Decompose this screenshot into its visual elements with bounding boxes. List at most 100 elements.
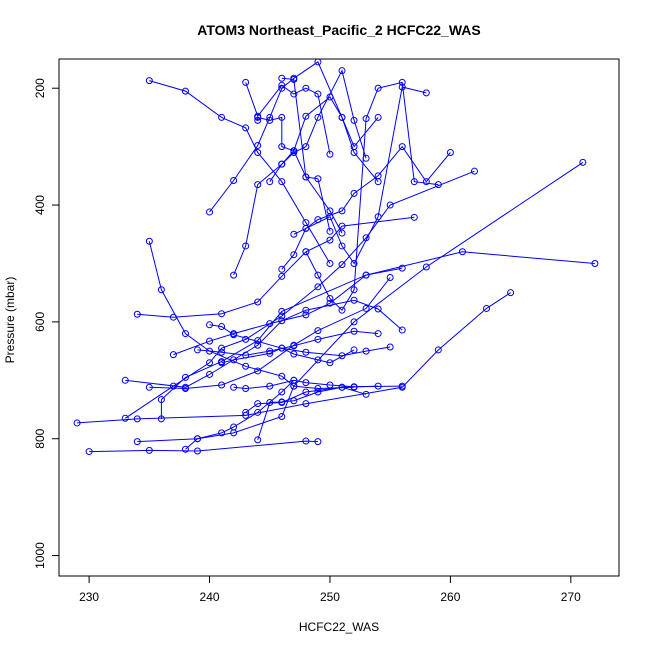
- data-point: [507, 289, 515, 297]
- data-point: [362, 271, 370, 279]
- data-point: [266, 116, 274, 124]
- data-point: [193, 346, 201, 354]
- data-point: [338, 261, 346, 269]
- chart-title: ATOM3 Northeast_Pacific_2 HCFC22_WAS: [197, 22, 480, 38]
- data-point: [338, 113, 346, 121]
- data-point: [326, 295, 334, 303]
- data-point: [374, 84, 382, 92]
- data-point: [242, 408, 250, 416]
- profile-line: [125, 299, 403, 388]
- data-point: [422, 178, 430, 186]
- data-point: [254, 436, 262, 444]
- data-point: [398, 326, 406, 334]
- data-point: [278, 388, 286, 396]
- data-point: [458, 248, 466, 256]
- data-point: [302, 311, 310, 319]
- data-point: [386, 273, 394, 281]
- profile-line: [173, 267, 403, 356]
- data-point: [290, 90, 298, 98]
- data-point: [338, 67, 346, 75]
- data-point: [278, 265, 286, 273]
- data-point: [314, 90, 322, 98]
- data-point: [302, 143, 310, 151]
- data-point: [278, 413, 286, 421]
- data-point: [242, 384, 250, 392]
- data-point: [483, 304, 491, 312]
- data-point: [242, 362, 250, 370]
- data-point: [302, 400, 310, 408]
- data-point: [266, 320, 274, 328]
- data-point: [302, 84, 310, 92]
- data-point: [290, 75, 298, 83]
- data-point: [278, 272, 286, 280]
- data-point: [314, 384, 322, 392]
- data-point: [278, 113, 286, 121]
- data-layer: [73, 58, 599, 456]
- data-point: [242, 242, 250, 250]
- data-point: [290, 147, 298, 155]
- data-point: [278, 398, 286, 406]
- data-point: [218, 429, 226, 437]
- data-point: [338, 242, 346, 250]
- data-point: [290, 230, 298, 238]
- data-point: [254, 181, 262, 189]
- data-point: [350, 327, 358, 335]
- data-point: [362, 390, 370, 398]
- data-point: [326, 381, 334, 389]
- data-point: [302, 388, 310, 396]
- profile-line: [209, 324, 355, 364]
- data-point: [386, 343, 394, 351]
- data-point: [206, 370, 214, 378]
- data-point: [121, 414, 129, 422]
- data-point: [374, 213, 382, 221]
- data-point: [350, 189, 358, 197]
- data-point: [374, 113, 382, 121]
- profile-line: [185, 379, 295, 450]
- data-point: [254, 112, 262, 120]
- data-point: [254, 341, 262, 349]
- data-point: [290, 397, 298, 405]
- data-point: [290, 342, 298, 350]
- data-point: [290, 251, 298, 259]
- data-point: [362, 304, 370, 312]
- data-point: [314, 113, 322, 121]
- profile-line: [245, 385, 379, 413]
- data-point: [386, 201, 394, 209]
- data-point: [169, 351, 177, 359]
- y-axis-label: Pressure (mbar): [3, 277, 17, 364]
- profile-line: [257, 116, 343, 234]
- data-point: [398, 382, 406, 390]
- data-point: [157, 415, 165, 423]
- data-point: [422, 89, 430, 97]
- data-point: [145, 237, 153, 245]
- data-point: [218, 113, 226, 121]
- data-point: [434, 346, 442, 354]
- data-point: [398, 78, 406, 86]
- data-point: [314, 283, 322, 291]
- data-point: [398, 143, 406, 151]
- data-point: [338, 306, 346, 314]
- data-point: [266, 178, 274, 186]
- data-point: [591, 259, 599, 267]
- profile-line: [245, 82, 331, 155]
- plot-frame: [58, 58, 620, 577]
- data-point: [218, 323, 226, 331]
- y-tick-label: 1000: [33, 542, 47, 569]
- data-point: [181, 373, 189, 381]
- data-point: [278, 312, 286, 320]
- y-tick-label: 400: [33, 195, 47, 215]
- profile-line: [160, 251, 595, 419]
- data-point: [230, 177, 238, 185]
- data-point: [278, 317, 286, 325]
- data-point: [350, 346, 358, 354]
- data-point: [326, 150, 334, 158]
- data-point: [326, 299, 334, 307]
- data-point: [157, 286, 165, 294]
- data-point: [230, 423, 238, 431]
- x-tick-label: 270: [561, 590, 581, 604]
- data-point: [254, 141, 262, 149]
- data-point: [193, 435, 201, 443]
- data-point: [133, 415, 141, 423]
- data-point: [230, 331, 238, 339]
